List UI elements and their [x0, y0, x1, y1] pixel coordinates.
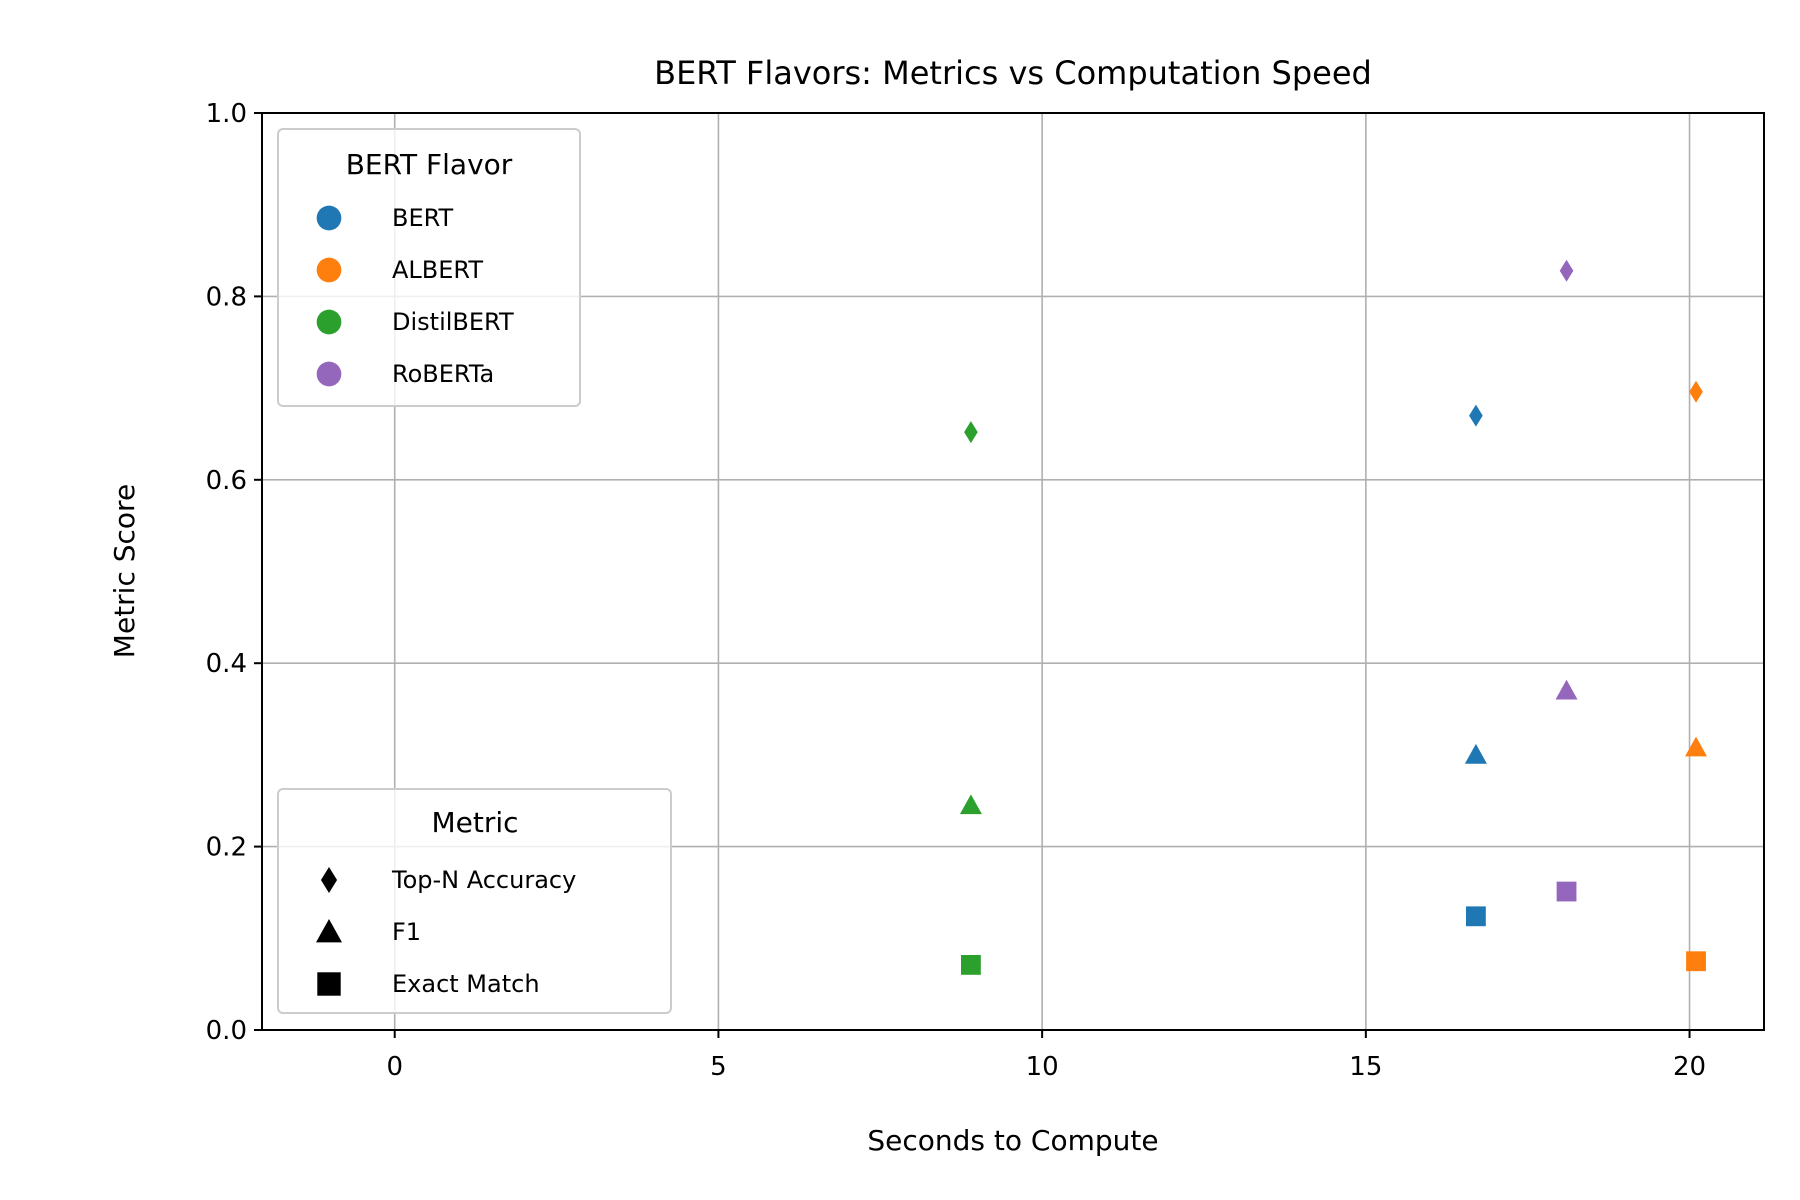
legend-label-exact-match: Exact Match	[392, 970, 540, 998]
legend-label-top-n-accuracy: Top-N Accuracy	[391, 866, 576, 894]
legend-marker-roberta	[316, 361, 342, 387]
y-tick-label: 1.0	[206, 99, 247, 129]
y-tick-label: 0.2	[206, 833, 247, 863]
y-tick-label: 0.8	[206, 282, 247, 312]
point-roberta-top-n-accuracy	[1559, 259, 1574, 282]
legend-marker-top-n-accuracy	[320, 867, 338, 893]
point-bert-top-n-accuracy	[1469, 404, 1483, 427]
legend-title: BERT Flavor	[346, 148, 513, 181]
legend-label-bert: BERT	[392, 204, 454, 232]
plot-frame	[261, 112, 1765, 1031]
data-points	[959, 259, 1708, 975]
x-tick-label: 0	[386, 1052, 403, 1082]
legend-bert-flavor: BERT Flavor BERT ALBERT DistilBERT RoBERTa	[277, 128, 581, 407]
legend-marker-albert	[316, 257, 342, 283]
point-albert-top-n-accuracy	[1689, 380, 1703, 403]
x-tick-label: 10	[1026, 1052, 1059, 1082]
point-distilbert-exact-match	[961, 954, 981, 975]
legend-title: Metric	[431, 806, 518, 839]
legend-box	[277, 788, 672, 1014]
point-albert-f1	[1685, 736, 1708, 757]
legend-label-f1: F1	[392, 918, 421, 946]
legend-label-roberta: RoBERTa	[392, 360, 494, 388]
y-axis-label: Metric Score	[108, 484, 141, 658]
chart-title: BERT Flavors: Metrics vs Computation Spe…	[654, 54, 1372, 92]
x-tick-label: 20	[1673, 1052, 1706, 1082]
legend-box	[277, 128, 581, 407]
legend-marker-bert	[316, 205, 342, 231]
legend-metric: Metric Top-N Accuracy F1 Exact Match	[277, 788, 672, 1014]
legend-marker-f1	[316, 919, 342, 943]
legend-entries: BERT ALBERT DistilBERT RoBERTa	[316, 204, 514, 388]
x-tick-label: 5	[710, 1052, 727, 1082]
legend-entries: Top-N Accuracy F1 Exact Match	[316, 866, 576, 998]
point-roberta-f1	[1555, 679, 1578, 700]
point-albert-exact-match	[1686, 951, 1706, 972]
legend-marker-exact-match	[317, 972, 341, 996]
point-roberta-exact-match	[1556, 881, 1577, 902]
y-tick-label: 0.0	[206, 1016, 247, 1046]
point-bert-f1	[1464, 743, 1487, 764]
legend-label-albert: ALBERT	[392, 256, 483, 284]
legend-marker-distilbert	[316, 309, 342, 335]
point-distilbert-top-n-accuracy	[964, 421, 978, 444]
x-tick-label: 15	[1349, 1052, 1382, 1082]
point-bert-exact-match	[1466, 906, 1486, 927]
legend-label-distilbert: DistilBERT	[392, 308, 514, 336]
axis-ticks: 0 5 10 15 20 0.0 0.2 0.4 0.6 0.8 1.0	[206, 99, 1706, 1082]
x-axis-label: Seconds to Compute	[867, 1124, 1158, 1157]
point-distilbert-f1	[959, 794, 982, 815]
y-tick-label: 0.6	[206, 466, 247, 496]
y-tick-label: 0.4	[206, 649, 247, 679]
